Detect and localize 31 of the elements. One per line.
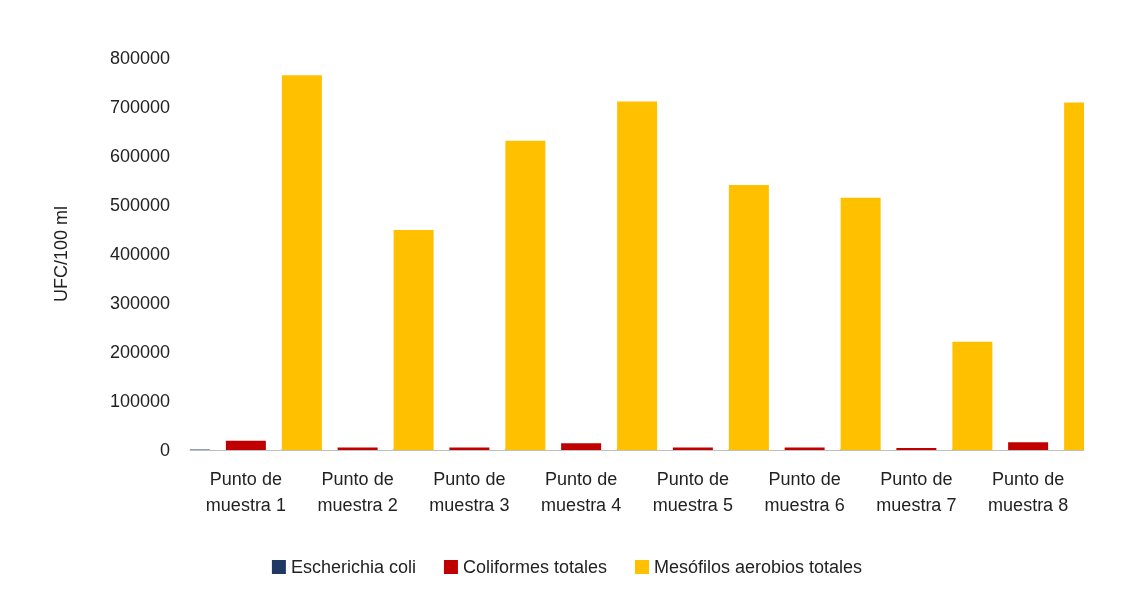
- x-tick-label: Punto de muestra 5: [652, 469, 733, 515]
- y-tick-label: 800000: [109, 48, 170, 68]
- y-tick-label: 600000: [109, 146, 170, 166]
- y-tick-label: 300000: [109, 293, 170, 313]
- legend-label: Mesófilos aerobios totales: [654, 557, 863, 577]
- y-tick-label: 0: [159, 440, 170, 460]
- bar: [561, 443, 602, 450]
- x-tick-label: Punto de muestra 4: [541, 469, 622, 515]
- bar: [728, 184, 769, 450]
- y-tick-label: 100000: [109, 391, 170, 411]
- x-tick-label: Punto de muestra 8: [988, 469, 1069, 515]
- x-tick-label: Punto de muestra 1: [205, 469, 286, 515]
- legend-label: Coliformes totales: [462, 557, 608, 577]
- bar: [952, 341, 993, 450]
- bar: [617, 101, 658, 450]
- y-tick-label: 500000: [109, 195, 170, 215]
- bar: [1008, 442, 1049, 450]
- y-axis-title: UFC/100 ml: [51, 205, 71, 303]
- y-tick-label: 400000: [109, 244, 170, 264]
- y-tick-label: 200000: [109, 342, 170, 362]
- bar: [225, 440, 266, 450]
- x-tick-label: Punto de muestra 6: [764, 469, 845, 515]
- x-tick-label: Punto de muestra 7: [876, 469, 957, 515]
- bar: [840, 197, 881, 450]
- y-tick-label: 700000: [109, 97, 170, 117]
- bar: [393, 229, 434, 450]
- bar: [505, 140, 546, 450]
- legend-label: Escherichia coli: [290, 557, 416, 577]
- x-tick-label: Punto de muestra 3: [429, 469, 510, 515]
- bar: [281, 75, 322, 450]
- x-tick-label: Punto de muestra 2: [317, 469, 398, 515]
